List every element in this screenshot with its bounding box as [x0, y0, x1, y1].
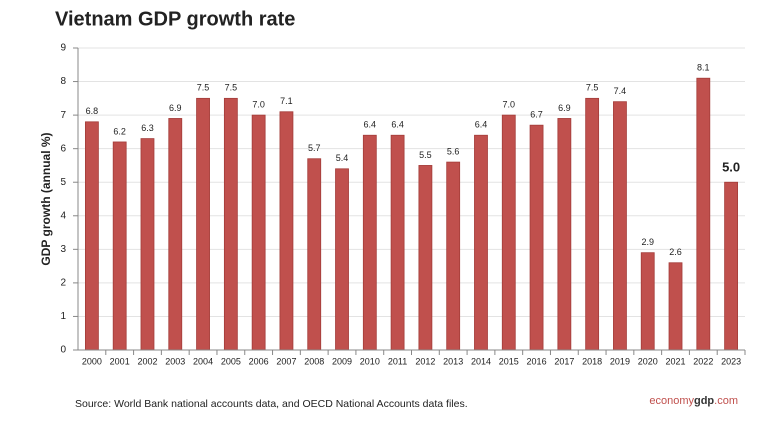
bar: [223, 97, 238, 351]
y-axis-label: GDP growth (annual %): [39, 132, 53, 265]
value-label: 6.2: [113, 126, 126, 136]
value-label: 8.1: [697, 63, 710, 73]
brand-part: .com: [714, 395, 738, 407]
x-tick-label: 2005: [221, 356, 241, 366]
x-tick-label: 2018: [582, 356, 602, 366]
value-label: 5.0: [722, 160, 740, 175]
x-tick-label: 2003: [165, 356, 185, 366]
x-tick-label: 2015: [499, 356, 519, 366]
chart-title: Vietnam GDP growth rate: [55, 8, 295, 30]
bar: [168, 118, 183, 351]
value-label: 6.8: [86, 106, 99, 116]
x-tick-label: 2016: [527, 356, 547, 366]
bar: [84, 121, 99, 351]
value-label: 5.5: [419, 150, 432, 160]
y-tick-label: 3: [60, 244, 66, 255]
value-label: 6.4: [364, 120, 377, 130]
value-label: 7.1: [280, 96, 293, 106]
value-label: 7.5: [197, 83, 210, 93]
x-tick-label: 2000: [82, 356, 102, 366]
bar: [501, 114, 516, 351]
value-label: 2.9: [641, 237, 654, 247]
value-label: 6.4: [475, 120, 488, 130]
x-tick-label: 2017: [554, 356, 574, 366]
y-tick-label: 6: [60, 143, 66, 154]
bar: [112, 141, 127, 351]
value-label: 5.7: [308, 143, 321, 153]
y-tick-label: 8: [60, 76, 66, 87]
value-label: 5.4: [336, 153, 349, 163]
x-tick-label: 2023: [721, 356, 741, 366]
value-label: 7.0: [503, 99, 516, 109]
x-tick-label: 2009: [332, 356, 352, 366]
value-label: 6.3: [141, 123, 154, 133]
x-tick-label: 2013: [443, 356, 463, 366]
x-tick-label: 2022: [693, 356, 713, 366]
x-tick-label: 2006: [249, 356, 269, 366]
x-tick-label: 2011: [388, 356, 407, 366]
bar: [418, 165, 433, 351]
value-label: 7.5: [225, 83, 238, 93]
value-label: 6.7: [530, 110, 543, 120]
x-tick-label: 2014: [471, 356, 491, 366]
bar: [362, 134, 377, 351]
y-tick-label: 1: [60, 311, 66, 322]
bar: [140, 138, 155, 351]
source-note: Source: World Bank national accounts dat…: [75, 398, 468, 410]
bar: [279, 111, 294, 351]
bar: [613, 101, 627, 351]
x-tick-label: 2008: [304, 356, 324, 366]
y-tick-label: 5: [60, 177, 66, 188]
bar: [557, 118, 572, 351]
y-tick-label: 9: [60, 43, 66, 54]
bar: [529, 124, 544, 351]
x-tick-label: 2001: [110, 356, 130, 366]
x-tick-label: 2021: [666, 356, 686, 366]
bar: [474, 134, 488, 351]
x-tick-label: 2002: [137, 356, 157, 366]
brand-part: economy: [649, 395, 694, 407]
y-tick-label: 0: [60, 345, 66, 356]
bar: [446, 161, 461, 351]
bar: [696, 77, 711, 351]
value-label: 7.0: [252, 99, 265, 109]
value-label: 2.6: [669, 247, 682, 257]
bar: [640, 252, 655, 351]
bar: [335, 168, 349, 351]
y-tick-label: 4: [60, 210, 66, 221]
value-label: 6.9: [169, 103, 182, 113]
value-label: 7.5: [586, 83, 599, 93]
x-tick-label: 2012: [415, 356, 435, 366]
value-label: 6.9: [558, 103, 571, 113]
y-tick-label: 2: [60, 278, 66, 289]
x-tick-label: 2004: [193, 356, 213, 366]
bar: [585, 97, 600, 351]
x-tick-label: 2020: [638, 356, 658, 366]
bar: [668, 262, 683, 351]
brand-part: gdp: [694, 395, 714, 407]
value-label: 7.4: [614, 86, 627, 96]
value-label: 6.4: [391, 120, 404, 130]
value-label: 5.6: [447, 146, 460, 156]
bar: [724, 181, 739, 351]
y-tick-label: 7: [60, 110, 66, 121]
x-tick-label: 2019: [610, 356, 630, 366]
bar: [196, 97, 210, 351]
bar: [251, 114, 266, 351]
brand-logo: economygdp.com: [649, 395, 738, 407]
x-tick-label: 2007: [276, 356, 296, 366]
bar: [307, 158, 322, 351]
bar: [390, 134, 405, 351]
x-tick-label: 2010: [360, 356, 380, 366]
